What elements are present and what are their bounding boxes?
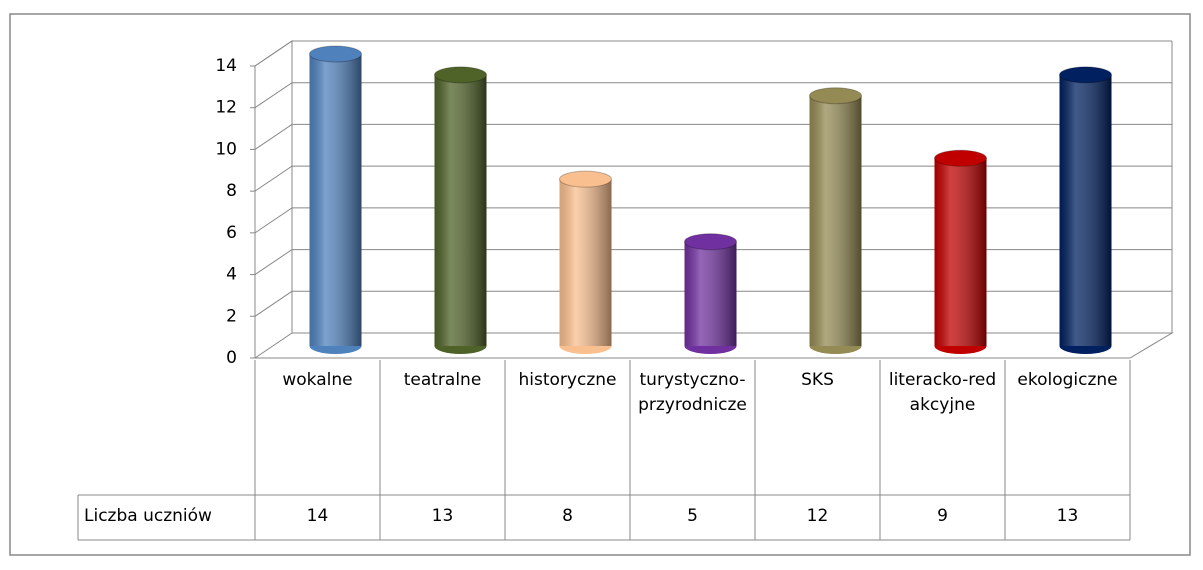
grid-line bbox=[254, 332, 1172, 359]
y-tick-label: 14 bbox=[215, 56, 237, 76]
x-tick-label: turystyczno-przyrodnicze bbox=[638, 370, 747, 415]
x-tick-label: historyczne bbox=[518, 370, 617, 390]
y-tick-label: 2 bbox=[226, 306, 237, 326]
legend-label: Liczba uczniów bbox=[84, 506, 212, 526]
bar-shade bbox=[559, 179, 612, 346]
data-label: 12 bbox=[806, 506, 829, 526]
x-tick-label: teatralne bbox=[403, 370, 482, 390]
bar-shade bbox=[1059, 74, 1112, 346]
data-label: 9 bbox=[937, 506, 948, 526]
data-label: 14 bbox=[306, 506, 329, 526]
y-tick-label: 8 bbox=[226, 181, 237, 201]
bar-shade bbox=[309, 54, 362, 346]
grid-line bbox=[254, 82, 1172, 109]
data-label: 8 bbox=[562, 506, 573, 526]
bar-top bbox=[1059, 66, 1112, 84]
grid-line bbox=[254, 123, 1172, 150]
bar-shade bbox=[684, 241, 737, 346]
y-tick-label: 4 bbox=[226, 265, 237, 285]
bar-top bbox=[309, 45, 362, 63]
y-tick-label: 0 bbox=[226, 348, 237, 368]
grid-line bbox=[254, 249, 1172, 275]
bar-top bbox=[934, 149, 987, 167]
x-tick-label: literacko-redakcyjne bbox=[888, 370, 997, 415]
bar-top bbox=[809, 87, 862, 105]
x-tick-label: wokalne bbox=[282, 370, 353, 390]
data-label: 5 bbox=[687, 506, 698, 526]
grid-line bbox=[254, 290, 1172, 317]
y-tick-label: 10 bbox=[215, 139, 237, 159]
x-tick-label: SKS bbox=[801, 370, 834, 390]
data-label: 13 bbox=[1056, 506, 1079, 526]
grid-line bbox=[254, 207, 1172, 234]
bar-top bbox=[434, 66, 487, 84]
grid-line bbox=[254, 40, 1172, 67]
bar-shade bbox=[434, 74, 487, 346]
bar-top bbox=[559, 170, 612, 188]
grid-line bbox=[254, 165, 1172, 192]
bar-shade bbox=[809, 95, 862, 346]
y-tick-label: 6 bbox=[226, 223, 237, 243]
x-tick-label: ekologiczne bbox=[1017, 370, 1118, 390]
y-tick-label: 12 bbox=[215, 98, 237, 118]
bar-top bbox=[684, 233, 737, 251]
bar-shade bbox=[934, 158, 987, 346]
data-label: 13 bbox=[431, 506, 454, 526]
